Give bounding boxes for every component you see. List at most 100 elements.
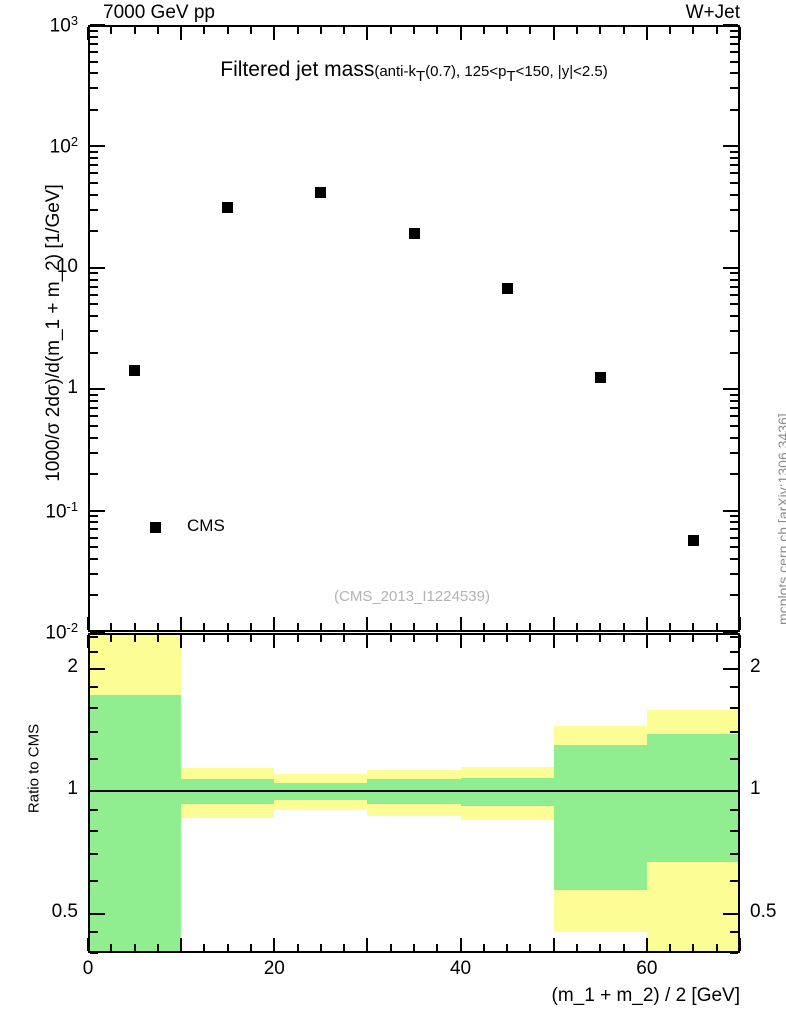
x-tick-3: 60: [636, 958, 658, 979]
main-ytick-right: [723, 509, 738, 512]
ratio-xtick-bottom: [156, 944, 159, 951]
ratio-xtick-bottom: [133, 944, 136, 951]
ratio-xtick-bottom: [436, 944, 439, 951]
main-ytick-right: [723, 266, 738, 269]
main-ytick-right: [730, 208, 738, 211]
ratio-ytick-right: [730, 730, 738, 733]
x-axis-title: (m_1 + m_2) / 2 [GeV]: [551, 985, 741, 1006]
main-ytick-right: [730, 72, 738, 75]
ratio-xtick-bottom: [366, 938, 369, 951]
main-xtick-bottom: [366, 617, 369, 630]
main-xtick-bottom: [739, 617, 741, 630]
main-ytick-right: [730, 557, 738, 560]
ratio-ytick-minor-right: [730, 853, 738, 856]
main-xtick-bottom: [715, 623, 718, 630]
ratio-xtick-bottom: [645, 938, 648, 951]
main-ytick-left: [90, 181, 98, 184]
main-ytick-right: [730, 60, 738, 63]
main-plot-panel: [88, 25, 740, 632]
ratio-ytick-minor-left: [90, 790, 98, 793]
ratio-xtick-bottom: [669, 944, 672, 951]
main-ytick-left: [90, 293, 98, 296]
main-ytick-right: [730, 546, 738, 549]
ratio-ytick-minor-right: [730, 912, 738, 915]
main-xtick-bottom: [110, 623, 113, 630]
main-xtick-top: [622, 27, 625, 34]
y-title-mid: 2d: [43, 396, 64, 423]
data-point-5: [594, 371, 606, 383]
plot-title-sub-kt: T: [416, 67, 426, 85]
ratio-ytick-left: [90, 931, 98, 934]
main-ytick-right: [730, 473, 738, 476]
main-xtick-bottom: [576, 623, 578, 630]
main-ytick-left: [90, 330, 98, 333]
ratio-xtick-bottom: [529, 944, 532, 951]
main-ytick-left: [90, 528, 98, 531]
ratio-xtick-top: [319, 635, 322, 642]
ratio-xtick-top: [273, 635, 276, 648]
main-ytick-right: [730, 157, 738, 160]
main-ytick-left: [90, 266, 105, 269]
main-ytick-right: [730, 451, 738, 454]
main-ytick-left: [90, 473, 98, 476]
ratio-ytick-right: [730, 931, 738, 934]
main-xtick-bottom: [622, 623, 625, 630]
ratio-xtick-top: [599, 635, 602, 642]
main-xtick-top: [110, 27, 113, 34]
ratio-xtick-bottom: [87, 938, 89, 951]
main-ytick-right: [730, 181, 738, 184]
ratio-y-tick-left-2: 0.5: [51, 900, 78, 922]
main-ytick-left: [90, 351, 98, 354]
main-ytick-left: [90, 108, 98, 111]
x-tick-0: 0: [82, 958, 94, 979]
main-ytick-left: [90, 150, 98, 153]
main-ytick-right: [730, 515, 738, 518]
main-ytick-right: [730, 415, 738, 418]
main-ytick-left: [90, 631, 105, 633]
ratio-ytick-right: [730, 686, 738, 689]
main-xtick-top: [529, 27, 532, 34]
analysis-id-watermark: (CMS_2013_I1224539): [334, 588, 490, 605]
main-y-axis-title: 1000/σ 2dσ)/d(m_1 + m_2) [1/GeV]: [43, 33, 65, 633]
main-ytick-right: [730, 303, 738, 306]
main-xtick-top: [343, 27, 346, 34]
ratio-xtick-bottom: [739, 938, 741, 951]
main-ytick-right: [730, 193, 738, 196]
ratio-xtick-bottom: [459, 938, 462, 951]
main-ytick-right: [730, 150, 738, 153]
main-xtick-top: [156, 27, 159, 34]
main-ytick-left: [90, 87, 98, 90]
ratio-xtick-top: [413, 635, 415, 642]
main-xtick-bottom: [296, 623, 299, 630]
ratio-xtick-top: [296, 635, 299, 642]
ratio-xtick-top: [250, 635, 252, 642]
ratio-xtick-top: [343, 635, 346, 642]
ratio-y-tick-right-0: 2: [750, 655, 761, 677]
main-y-tick-5: 10-2: [45, 620, 78, 644]
ratio-ytick-minor-left: [90, 808, 98, 811]
main-ytick-left: [90, 424, 98, 427]
main-ytick-left: [90, 399, 98, 402]
main-ytick-right: [730, 87, 738, 90]
plot-title-sub-pt: T: [506, 67, 516, 85]
main-ytick-right: [730, 351, 738, 354]
main-xtick-top: [645, 27, 648, 40]
ratio-xtick-bottom: [110, 944, 113, 951]
main-ytick-right: [730, 164, 738, 167]
main-xtick-bottom: [529, 623, 532, 630]
ratio-ytick-left: [90, 635, 98, 638]
ratio-xtick-top: [482, 635, 485, 642]
ratio-xtick-bottom: [319, 944, 322, 951]
ratio-xtick-top: [529, 635, 532, 642]
ratio-xtick-top: [156, 635, 159, 642]
main-ytick-left: [90, 193, 98, 196]
ratio-xtick-bottom: [389, 944, 392, 951]
main-xtick-top: [203, 27, 206, 34]
legend-label-cms: CMS: [187, 516, 225, 535]
main-xtick-bottom: [389, 623, 392, 630]
main-y-tick-4: 10-1: [45, 498, 78, 523]
main-ytick-left: [90, 407, 98, 409]
main-ytick-right: [730, 393, 738, 396]
x-tick-1: 20: [263, 958, 285, 979]
main-xtick-bottom: [343, 623, 346, 630]
